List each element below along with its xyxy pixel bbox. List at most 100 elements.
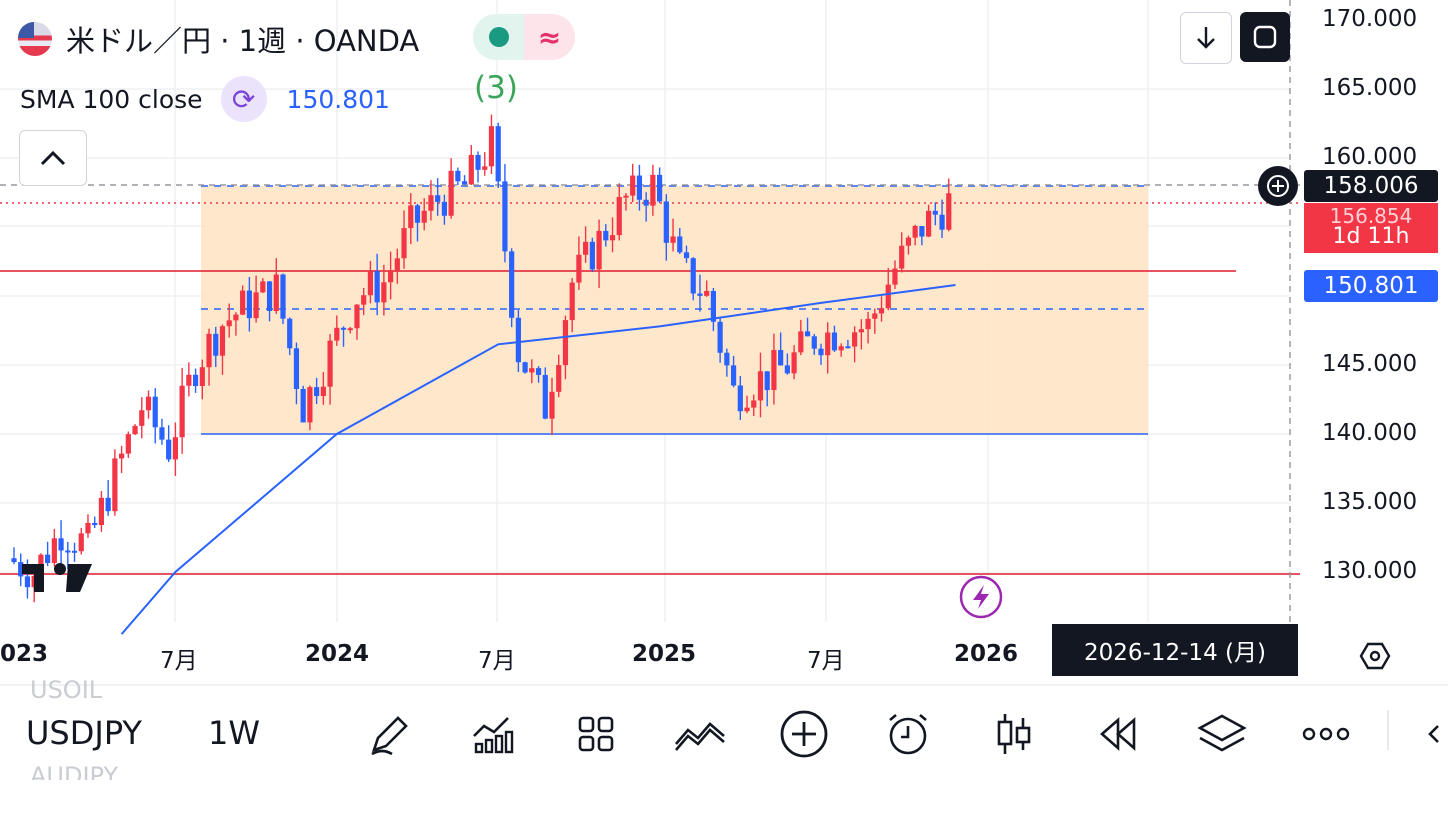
arrow-down-icon [1197, 27, 1215, 49]
compare-icon[interactable] [674, 708, 726, 760]
fullscreen-button[interactable] [1240, 12, 1290, 62]
more-icon[interactable] [1300, 708, 1352, 760]
status-dot-icon [488, 27, 509, 47]
wave-icon[interactable]: ≈ [524, 14, 575, 60]
market-open-status[interactable] [473, 14, 524, 60]
candle-body [24, 576, 31, 588]
candles-icon[interactable] [988, 708, 1040, 760]
candle-body [569, 282, 575, 321]
candle-body [905, 237, 912, 246]
candle-body [314, 387, 320, 397]
candle-body [482, 166, 488, 170]
indicator-name: SMA 100 close [20, 84, 203, 114]
candle-body [428, 195, 434, 211]
candle-body [852, 332, 858, 347]
sma-line[interactable] [120, 284, 956, 635]
candle-body [266, 281, 273, 312]
chevron-left-icon[interactable] [1420, 708, 1448, 760]
indicator-value: 150.801 [286, 84, 390, 114]
candle-body [233, 314, 239, 321]
candle-body [838, 346, 844, 351]
fullscreen-icon [1253, 25, 1277, 49]
download-button[interactable] [1180, 12, 1232, 64]
countdown-tag: 156.854 1d 11h [1304, 203, 1438, 253]
candle-body [885, 284, 891, 309]
candle-body [11, 558, 17, 563]
candle-body [240, 290, 246, 315]
candle-body [926, 210, 932, 237]
grid-icon[interactable] [570, 708, 622, 760]
candle-body [878, 308, 885, 314]
lightning-icon[interactable] [959, 575, 1003, 619]
candle-body [690, 258, 696, 294]
candle-body [179, 385, 185, 438]
candle-body [730, 365, 737, 386]
time-tick-label: 2024 [305, 641, 370, 667]
candle-body [670, 236, 676, 243]
indicator-settings-icon[interactable]: ⟳ [220, 76, 267, 122]
price-tick-label: 135.000 [1322, 489, 1418, 515]
candle-body [946, 193, 952, 230]
candle-body [166, 439, 172, 460]
chart-settings-button[interactable] [1355, 636, 1395, 676]
candle-body [724, 352, 730, 366]
plus-circle-icon[interactable] [778, 708, 830, 760]
crosshair-price-tag: 158.006 [1304, 170, 1438, 202]
candle-body [219, 326, 226, 356]
chevron-up-icon [40, 150, 66, 166]
candle-body [771, 350, 777, 391]
candle-body [858, 329, 864, 333]
candle-body [636, 175, 643, 200]
time-tick-label: 7月 [160, 648, 198, 674]
candle-body [51, 538, 57, 563]
indicator-legend[interactable]: SMA 100 close ⟳ 150.801 [20, 76, 390, 122]
price-tick-label: 170.000 [1322, 6, 1418, 32]
candle-body [657, 174, 663, 202]
candle-body [401, 228, 407, 259]
market-status-pill[interactable]: ≈ [473, 14, 575, 60]
candle-body [119, 453, 125, 459]
candles[interactable] [11, 114, 952, 603]
alarm-icon[interactable] [882, 708, 934, 760]
candle-body [872, 313, 878, 319]
candle-body [45, 554, 51, 563]
candle-body [556, 365, 562, 392]
candle-body [717, 321, 723, 353]
symbol-button[interactable]: USDJPY [26, 714, 142, 752]
pencil-icon[interactable] [364, 708, 416, 760]
replay-icon[interactable] [1092, 708, 1144, 760]
interval-button[interactable]: 1W [208, 714, 260, 752]
candle-body [515, 317, 521, 363]
candle-body [394, 258, 400, 271]
candle-body [125, 434, 131, 454]
candle-body [522, 362, 528, 373]
symbol-header[interactable]: 米ドル／円 · 1週 · OANDA [18, 18, 419, 60]
candle-body [818, 348, 824, 356]
candle-body [509, 251, 515, 318]
candle-body [751, 400, 757, 408]
candle-body [683, 252, 690, 259]
range-zone[interactable] [201, 186, 1148, 434]
wave-annotation[interactable]: (3) [474, 70, 518, 106]
indicators-icon[interactable] [466, 708, 518, 760]
candle-body [58, 538, 64, 551]
time-tick-label: 2025 [632, 641, 697, 667]
layers-icon[interactable] [1196, 708, 1248, 760]
candle-body [374, 271, 380, 303]
candle-body [192, 374, 199, 387]
candle-body [92, 522, 98, 526]
ghost-symbol-below: AUDJPY [30, 762, 119, 780]
candle-body [468, 154, 474, 185]
price-tick-label: 130.000 [1322, 558, 1418, 584]
candle-body [576, 254, 582, 283]
candle-body [441, 201, 447, 216]
candle-body [529, 368, 535, 373]
candle-body [825, 332, 831, 356]
collapse-legend-button[interactable] [19, 130, 87, 186]
add-alert-button[interactable] [1258, 166, 1298, 206]
candle-body [293, 348, 300, 389]
candle-body [65, 550, 71, 553]
settings-icon [1359, 642, 1391, 670]
candle-body [865, 318, 871, 330]
